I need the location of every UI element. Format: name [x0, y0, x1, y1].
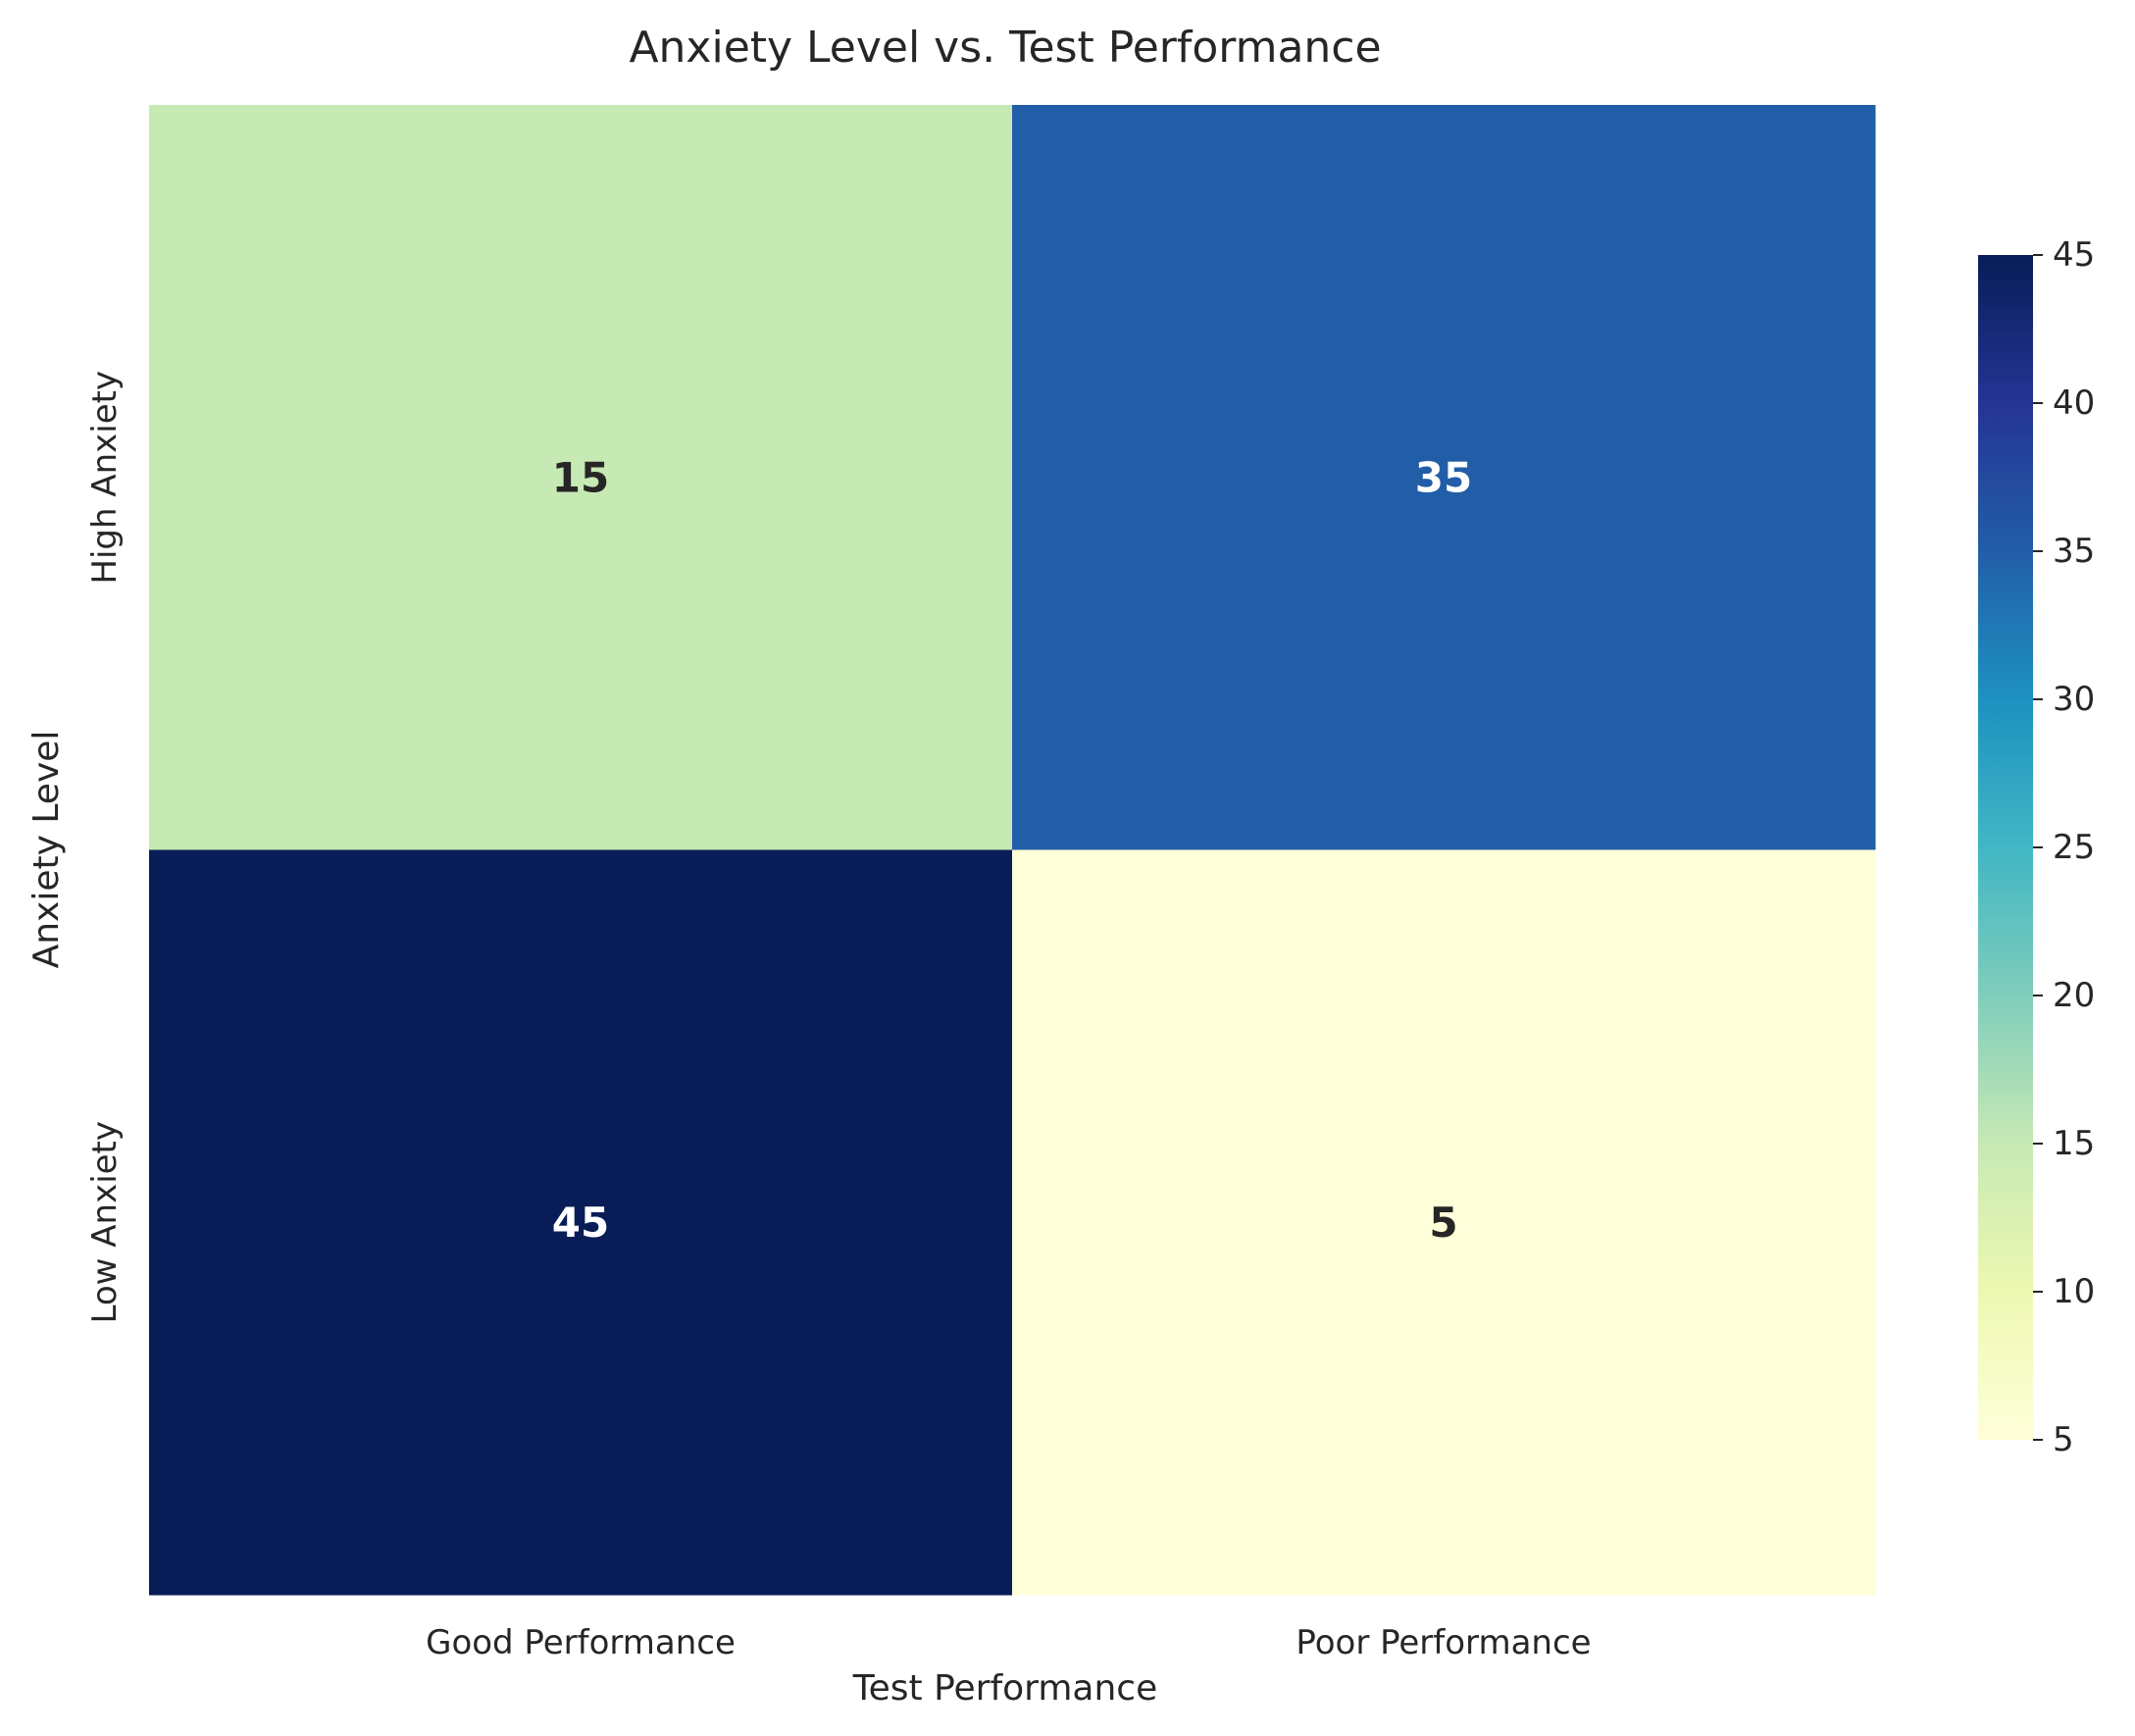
cell-value-label: 5 [1429, 1199, 1457, 1247]
heatmap-cell-r0-c0 [149, 105, 1013, 850]
y-axis-label: Anxiety Level [26, 731, 67, 969]
colorbar-tick-label: 35 [2053, 532, 2095, 571]
heatmap-cell-r0-c1 [1012, 105, 1876, 850]
colorbar: 5 10 15 20 25 30 35 40 45 [1978, 235, 2095, 1459]
x-tick-label: Good Performance [426, 1623, 736, 1662]
colorbar-gradient-bar [1978, 255, 2033, 1440]
heatmap-cell-r1-c1 [1012, 849, 1876, 1596]
chart-title: Anxiety Level vs. Test Performance [629, 23, 1381, 73]
cell-value-label: 35 [1415, 453, 1472, 501]
y-tick-label: High Anxiety [85, 371, 125, 585]
heatmap-cells [149, 105, 1876, 1596]
cell-value-label: 45 [552, 1199, 609, 1247]
colorbar-tick-label: 15 [2053, 1124, 2095, 1163]
y-tick-labels: High Anxiety Low Anxiety [85, 371, 125, 1324]
y-tick-label: Low Anxiety [85, 1121, 125, 1324]
colorbar-ticks: 5 10 15 20 25 30 35 40 45 [2033, 235, 2095, 1459]
cell-annotations: 15 35 45 5 [552, 453, 1472, 1247]
colorbar-tick-label: 45 [2053, 235, 2095, 275]
x-tick-label: Poor Performance [1296, 1623, 1591, 1662]
x-axis-label: Test Performance [852, 1668, 1157, 1709]
cell-value-label: 15 [552, 453, 609, 501]
colorbar-tick-label: 20 [2053, 976, 2095, 1015]
x-tick-labels: Good Performance Poor Performance [426, 1623, 1591, 1662]
colorbar-tick-label: 40 [2053, 383, 2095, 423]
colorbar-tick-label: 30 [2053, 680, 2095, 719]
colorbar-tick-label: 5 [2053, 1420, 2074, 1459]
heatmap-cell-r1-c0 [149, 849, 1013, 1596]
colorbar-tick-label: 25 [2053, 828, 2095, 867]
colorbar-tick-label: 10 [2053, 1272, 2095, 1311]
